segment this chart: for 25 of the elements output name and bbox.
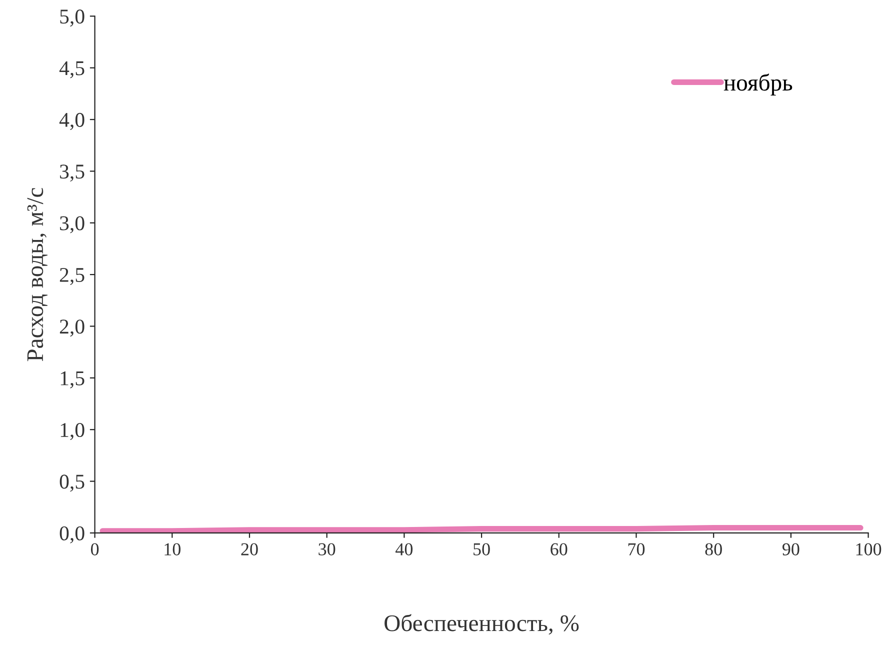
y-tick-label: 2,0 (60, 320, 84, 337)
x-axis-title: Обеспеченность, % (384, 614, 579, 635)
y-tick-label: 0,0 (60, 526, 84, 544)
y-tick-label: 4,0 (59, 112, 84, 130)
x-tick-label: 100 (856, 543, 882, 556)
y-tick-label: 4,5 (59, 61, 84, 78)
legend-label: ноябрь (724, 74, 792, 96)
x-tick-label: 0 (90, 543, 99, 556)
x-tick-label: 50 (474, 543, 490, 556)
x-tick-label: 10 (164, 543, 180, 556)
x-tick-label: 70 (628, 543, 645, 556)
x-tick-label: 80 (705, 543, 722, 556)
y-tick-label: 1,5 (60, 371, 84, 388)
x-tick-label: 60 (550, 543, 568, 556)
y-tick-label: 5,0 (60, 10, 84, 27)
y-tick-label: 1,0 (60, 422, 84, 440)
x-tick-label: 90 (782, 543, 800, 556)
y-tick-label: 0,5 (60, 474, 84, 492)
x-tick-label: 40 (396, 543, 413, 556)
x-tick-label: 30 (318, 543, 336, 556)
y-tick-label: 3,5 (60, 164, 84, 182)
y-axis-title: Расход воды, м³/с (27, 188, 48, 362)
y-tick-label: 3,0 (60, 216, 84, 234)
x-tick-label: 20 (241, 543, 258, 556)
y-tick-label: 2,5 (60, 268, 84, 285)
